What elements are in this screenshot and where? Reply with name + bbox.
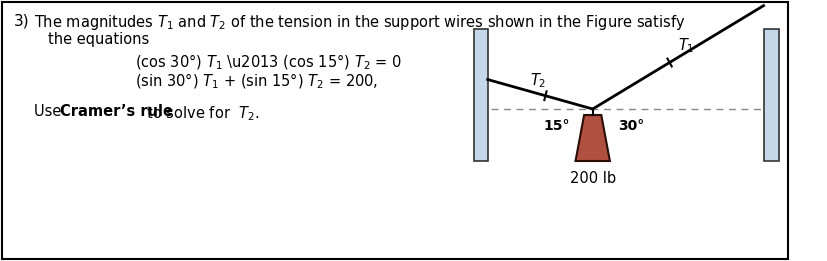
Text: 200 lb: 200 lb — [569, 171, 615, 186]
Text: 15°: 15° — [543, 119, 569, 133]
Text: $T_2$: $T_2$ — [529, 71, 546, 90]
Bar — [474, 29, 487, 161]
Text: 30°: 30° — [617, 119, 643, 133]
Text: Cramer’s rule: Cramer’s rule — [60, 104, 173, 119]
Text: to solve for  $T_2$.: to solve for $T_2$. — [142, 104, 259, 123]
Text: the equations: the equations — [48, 32, 149, 47]
Text: 3): 3) — [13, 13, 29, 28]
Text: The magnitudes $T_1$ and $T_2$ of the tension in the support wires shown in the : The magnitudes $T_1$ and $T_2$ of the te… — [34, 13, 685, 32]
Text: $T_1$: $T_1$ — [676, 36, 693, 55]
Text: (sin 30°) $T_1$ + (sin 15°) $T_2$ = 200,: (sin 30°) $T_1$ + (sin 15°) $T_2$ = 200, — [135, 72, 377, 91]
Text: (cos 30°) $T_1$ \u2013 (cos 15°) $T_2$ = 0: (cos 30°) $T_1$ \u2013 (cos 15°) $T_2$ =… — [135, 53, 401, 72]
Bar — [762, 29, 778, 161]
Polygon shape — [575, 115, 609, 161]
Text: Use: Use — [34, 104, 66, 119]
